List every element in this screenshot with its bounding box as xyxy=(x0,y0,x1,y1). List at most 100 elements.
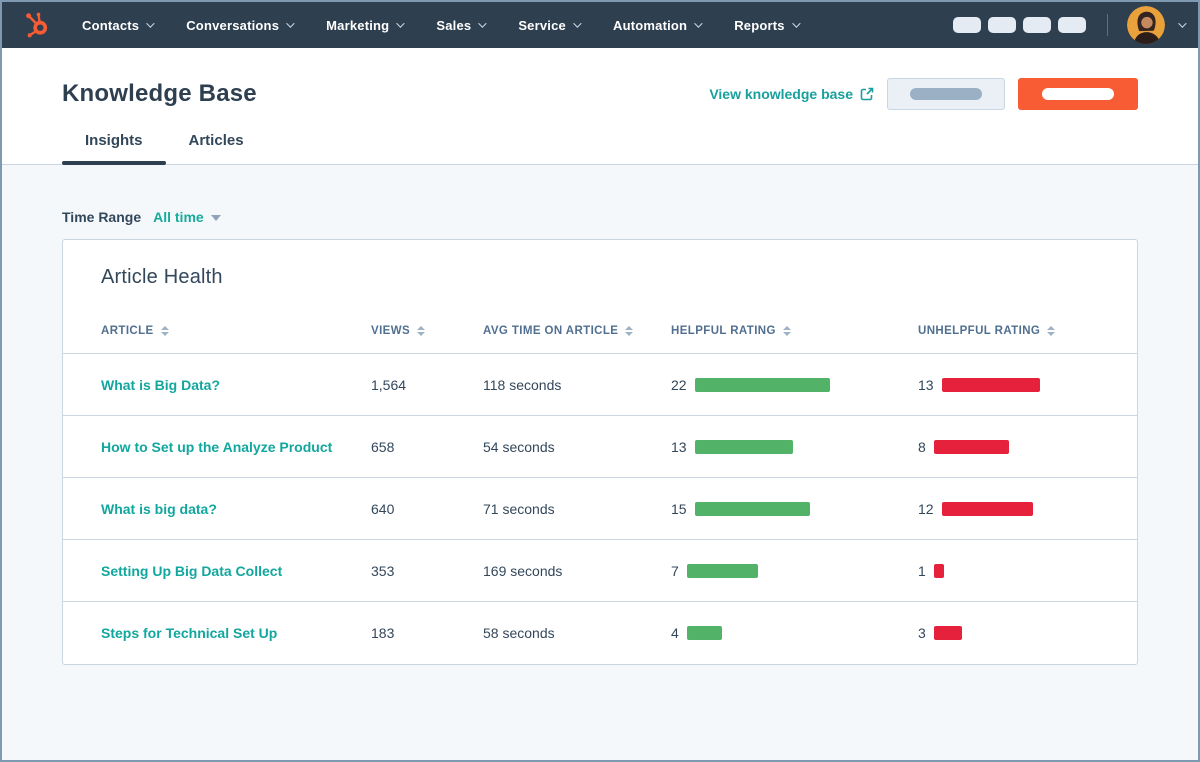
nav-item-label: Service xyxy=(518,17,566,33)
column-header-label: VIEWS xyxy=(371,325,411,337)
article-link[interactable]: Setting Up Big Data Collect xyxy=(101,562,283,579)
helpful-bar xyxy=(687,563,758,578)
nav-item[interactable]: Contacts xyxy=(82,18,155,33)
helpful-count: 13 xyxy=(671,438,687,455)
helpful-count: 4 xyxy=(671,625,679,641)
avg-time-cell: 54 seconds xyxy=(483,438,555,455)
nav-item[interactable]: Sales xyxy=(436,18,487,33)
nav-item[interactable]: Automation xyxy=(612,17,703,33)
unhelpful-count: 1 xyxy=(918,562,926,579)
unhelpful-rating-cell: 3 xyxy=(918,625,1099,641)
table-row: How to Set up the Analyze Product 658 54… xyxy=(63,416,1137,478)
unhelpful-bar xyxy=(941,501,1033,516)
tab[interactable]: Articles xyxy=(166,132,267,164)
external-link-icon xyxy=(860,87,874,101)
page-title: Knowledge Base xyxy=(62,80,257,107)
helpful-count: 15 xyxy=(671,500,687,517)
unhelpful-count: 12 xyxy=(918,500,934,517)
nav-menu: Contacts Conversations Marketing Sales S… xyxy=(82,17,801,33)
column-header: HELPFUL RATING xyxy=(671,325,918,337)
article-cell: Setting Up Big Data Collect xyxy=(101,563,371,579)
helpful-count: 22 xyxy=(671,376,687,393)
unhelpful-bar xyxy=(934,439,1009,454)
page-header: Knowledge Base View knowledge base xyxy=(2,48,1198,165)
helpful-rating-cell: 7 xyxy=(671,563,918,579)
sort-icon[interactable] xyxy=(1047,326,1056,336)
helpful-rating-cell: 22 xyxy=(671,377,918,393)
column-header-label: ARTICLE xyxy=(101,325,154,337)
column-header-label: UNHELPFUL RATING xyxy=(918,325,1041,337)
divider xyxy=(1107,14,1108,36)
time-range-label: Time Range xyxy=(62,209,142,225)
table-row: Setting Up Big Data Collect 353 169 seco… xyxy=(63,540,1137,602)
article-link[interactable]: Steps for Technical Set Up xyxy=(101,625,278,641)
user-avatar[interactable] xyxy=(1127,6,1165,44)
nav-item[interactable]: Reports xyxy=(734,17,801,33)
nav-tool-placeholder-3[interactable] xyxy=(1023,17,1051,33)
article-health-card: Article Health ARTICLE VIEWS AVG TIME ON… xyxy=(62,239,1138,665)
unhelpful-count: 3 xyxy=(918,625,926,641)
hubspot-logo-icon[interactable] xyxy=(22,10,52,40)
nav-tool-placeholder-4[interactable] xyxy=(1058,17,1086,33)
nav-tool-placeholder-2[interactable] xyxy=(988,17,1016,33)
nav-item[interactable]: Conversations xyxy=(186,17,295,33)
redacted-button-label xyxy=(1042,88,1114,100)
table-row: What is Big Data? 1,564 118 seconds 22 1… xyxy=(63,354,1137,416)
table-body: What is Big Data? 1,564 118 seconds 22 1… xyxy=(63,354,1137,664)
sort-icon[interactable] xyxy=(417,326,426,336)
time-range-filter: Time Range All time xyxy=(62,209,1138,225)
view-knowledge-base-link[interactable]: View knowledge base xyxy=(709,86,874,102)
card-title: Article Health xyxy=(101,266,223,288)
helpful-rating-cell: 15 xyxy=(671,501,918,517)
views-cell: 183 xyxy=(371,625,395,641)
views-cell: 353 xyxy=(371,562,395,579)
column-header: AVG TIME ON ARTICLE xyxy=(483,325,671,337)
unhelpful-rating-cell: 12 xyxy=(918,501,1099,517)
nav-item[interactable]: Service xyxy=(518,17,582,33)
unhelpful-bar xyxy=(934,626,962,640)
table-header-row: ARTICLE VIEWS AVG TIME ON ARTICLE HELPFU… xyxy=(63,289,1137,354)
secondary-action-button[interactable] xyxy=(887,78,1005,110)
sort-icon[interactable] xyxy=(160,326,169,336)
sort-icon[interactable] xyxy=(625,326,634,336)
unhelpful-bar xyxy=(934,563,944,578)
nav-tool-placeholder-1[interactable] xyxy=(953,17,981,33)
helpful-bar xyxy=(694,377,830,392)
column-header: VIEWS xyxy=(371,325,483,337)
avg-time-cell: 118 seconds xyxy=(483,376,562,393)
sort-icon[interactable] xyxy=(782,326,791,336)
tab[interactable]: Insights xyxy=(62,132,166,165)
time-range-dropdown[interactable]: All time xyxy=(153,209,221,225)
chevron-down-icon[interactable] xyxy=(1178,19,1187,28)
helpful-rating-cell: 13 xyxy=(671,439,918,455)
helpful-rating-cell: 4 xyxy=(671,625,918,641)
unhelpful-bar xyxy=(941,377,1040,392)
helpful-bar xyxy=(687,626,722,640)
unhelpful-rating-cell: 13 xyxy=(918,377,1099,393)
article-cell: What is big data? xyxy=(101,501,371,517)
article-link[interactable]: What is big data? xyxy=(101,500,217,517)
nav-item-label: Automation xyxy=(612,17,688,33)
unhelpful-rating-cell: 1 xyxy=(918,563,1099,579)
column-header: ARTICLE xyxy=(101,325,371,337)
avg-time-cell: 58 seconds xyxy=(483,625,555,641)
helpful-bar xyxy=(694,439,793,454)
article-link[interactable]: What is Big Data? xyxy=(101,376,221,393)
nav-item-label: Reports xyxy=(734,17,785,33)
article-cell: How to Set up the Analyze Product xyxy=(101,439,371,455)
chevron-down-icon xyxy=(396,19,405,28)
article-cell: What is Big Data? xyxy=(101,377,371,393)
views-cell: 640 xyxy=(371,500,395,517)
table-row: Steps for Technical Set Up 183 58 second… xyxy=(63,602,1137,664)
primary-action-button[interactable] xyxy=(1018,78,1138,110)
column-header: UNHELPFUL RATING xyxy=(918,325,1099,337)
chevron-down-icon xyxy=(573,19,582,28)
tab-label: Insights xyxy=(85,132,143,149)
nav-right-tools xyxy=(953,6,1187,44)
top-navbar: Contacts Conversations Marketing Sales S… xyxy=(2,2,1198,48)
article-link[interactable]: How to Set up the Analyze Product xyxy=(101,438,333,455)
views-cell: 1,564 xyxy=(371,376,407,393)
nav-item-label: Conversations xyxy=(186,17,280,33)
nav-item[interactable]: Marketing xyxy=(326,18,405,33)
